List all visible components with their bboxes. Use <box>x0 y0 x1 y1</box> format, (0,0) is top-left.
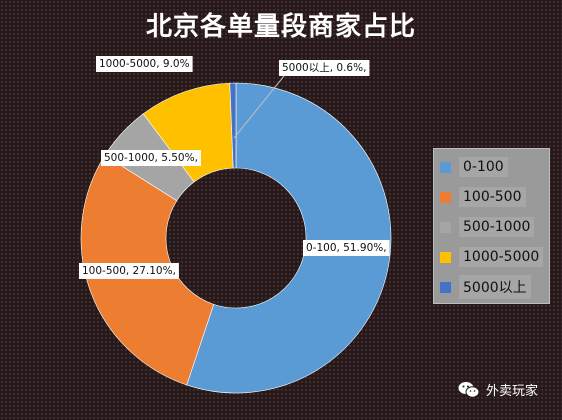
data-label-group: 1000-5000, 9.0% <box>96 56 193 72</box>
watermark: 外卖玩家 <box>458 380 538 399</box>
data-label-background <box>101 150 201 166</box>
watermark-text: 外卖玩家 <box>486 384 539 399</box>
legend-swatch <box>440 191 451 203</box>
legend-swatch <box>440 251 451 263</box>
data-label-background <box>279 60 370 76</box>
legend-label: 5000以上 <box>459 275 531 299</box>
legend-label: 1000-5000 <box>459 247 544 267</box>
legend-label: 500-1000 <box>459 217 535 237</box>
data-label-group: 0-100, 51.90%, <box>303 240 390 256</box>
data-label-background <box>79 263 179 279</box>
wechat-icon <box>458 381 480 398</box>
data-label-background <box>96 56 193 72</box>
data-label: 0-100, 51.90%, <box>306 242 387 254</box>
legend-label: 0-100 <box>459 157 508 177</box>
data-label: 100-500, 27.10%, <box>82 265 176 277</box>
legend-swatch <box>440 221 451 233</box>
data-label-group: 500-1000, 5.50%, <box>101 150 201 166</box>
legend-item: 0-100 <box>440 153 549 181</box>
leader-line <box>233 75 285 139</box>
chart-legend: 0-100 100-500 500-1000 1000-5000 5000以上 <box>433 148 550 304</box>
data-label: 1000-5000, 9.0% <box>99 58 190 70</box>
legend-item: 100-500 <box>440 183 549 211</box>
legend-item: 5000以上 <box>440 273 549 301</box>
slice-0-100 <box>186 82 392 394</box>
data-label: 5000以上, 0.6%, <box>282 62 366 74</box>
chart-title: 北京各单量段商家占比 <box>145 12 416 42</box>
legend-item: 1000-5000 <box>440 243 549 271</box>
data-label-background <box>303 240 390 256</box>
legend-label: 100-500 <box>459 187 526 207</box>
data-label-group: 100-500, 27.10%, <box>79 263 179 279</box>
legend-item: 500-1000 <box>440 213 549 241</box>
data-label-group: 5000以上, 0.6%, <box>279 60 370 76</box>
slice-5000以上 <box>229 82 237 169</box>
legend-swatch <box>440 281 451 293</box>
legend-swatch <box>440 161 451 173</box>
data-label: 500-1000, 5.50%, <box>104 152 198 164</box>
